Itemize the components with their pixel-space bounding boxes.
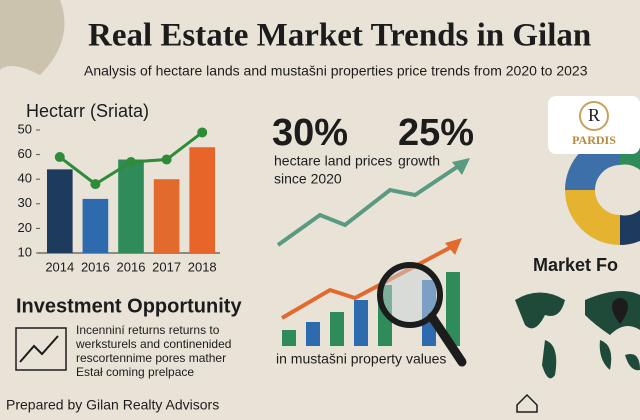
stat-label: since 2020 (274, 171, 342, 187)
point (90, 179, 101, 190)
bar (118, 159, 144, 253)
y-tick-label: 10 (18, 244, 32, 259)
point (54, 152, 65, 163)
logo-name: PARDIS (572, 133, 616, 147)
logo-mark: R (588, 105, 600, 125)
bar (82, 198, 109, 253)
stat-label: hectare land prices (274, 153, 392, 169)
section-title: Market Fo (533, 255, 618, 275)
title: Real Estate Market Trends in Gilan (88, 18, 591, 54)
y-tick-label: 30 (18, 195, 32, 210)
stat-value: 30% (272, 112, 348, 154)
chart-title: Hectarr (Sriata) (26, 101, 149, 121)
stat-value: 25% (398, 112, 474, 154)
subtitle: Analysis of hectare lands and mustašni p… (84, 63, 588, 79)
x-tick-label: 2014 (45, 259, 74, 274)
body-text: Incenniní returns returns to (76, 323, 220, 337)
y-tick-label: 40 (18, 171, 32, 186)
x-tick-label: 2018 (188, 259, 217, 274)
x-tick-label: 2016 (81, 259, 110, 274)
home-icon (516, 393, 538, 413)
point (161, 154, 172, 165)
bar (153, 179, 180, 253)
leaf (0, 0, 65, 75)
logo-box (548, 96, 640, 154)
bar-chart: 50 60 40 30 20 10 2014 2016 2016 2017 2018 (18, 121, 220, 274)
map-pin (612, 298, 628, 324)
y-tick-label: 50 (18, 121, 32, 136)
stat-label: growth (398, 153, 440, 169)
world-map (515, 291, 640, 379)
trend-arrow (276, 163, 462, 247)
body-text: werksturels and continenided (75, 337, 231, 351)
footer: Prepared by Gilan Realty Advisors (6, 397, 219, 413)
x-tick-label: 2017 (152, 259, 181, 274)
icon-line (19, 335, 59, 363)
point (197, 127, 208, 138)
value-bars-icon (280, 238, 467, 367)
point (126, 156, 136, 167)
y-tick-label: 60 (18, 146, 32, 161)
section-title: Investment Opportunity (16, 295, 242, 317)
body-text: Estał coming prelpace (76, 365, 194, 379)
body-text: rescortennime pores mather (76, 351, 226, 365)
arrow-head (452, 158, 470, 175)
icon-box (15, 327, 67, 371)
y-tick-label: 20 (18, 220, 32, 235)
caption: in mustašni property values (276, 351, 446, 367)
bar (189, 147, 216, 253)
x-tick-label: 2016 (117, 259, 146, 274)
logo-ring (579, 101, 609, 131)
bar (46, 169, 73, 253)
